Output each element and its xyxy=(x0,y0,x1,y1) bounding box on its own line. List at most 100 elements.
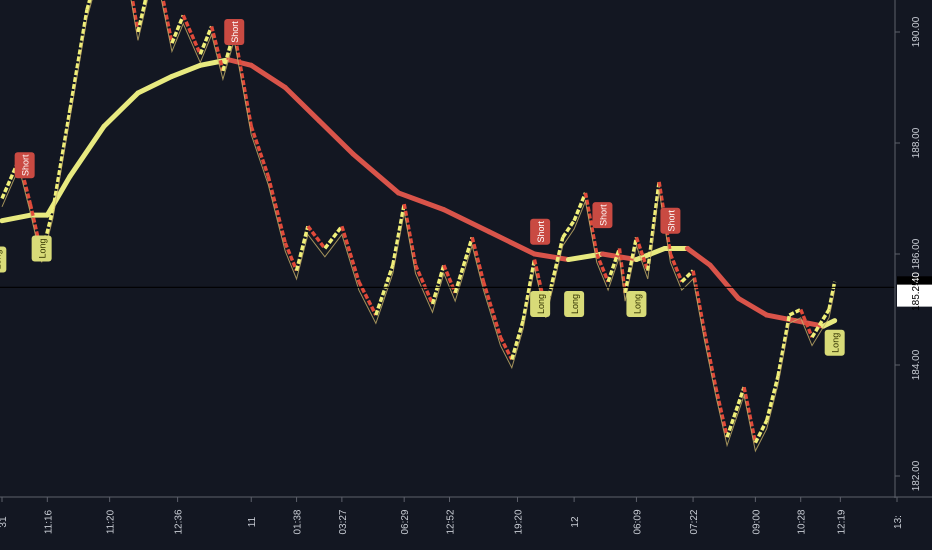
moving-average-segment xyxy=(197,57,232,68)
price-segment xyxy=(232,31,253,127)
signal-layer: Long Long Short Short Short Short Short Long Lon… xyxy=(0,19,845,356)
price-segment xyxy=(130,0,140,33)
price-segment xyxy=(583,192,599,255)
price-segment xyxy=(776,314,792,377)
x-axis-tick-label: 12 xyxy=(570,516,581,528)
price-segment xyxy=(413,264,435,305)
price-segment xyxy=(742,386,758,444)
y-axis-tick-label: 188.00 xyxy=(911,127,922,158)
short-signal-marker[interactable]: Short xyxy=(592,202,613,229)
x-axis-tick-label: 11:16 xyxy=(43,509,54,534)
x-axis-tick-label: 09:00 xyxy=(751,509,762,534)
price-segment xyxy=(442,264,457,294)
x-axis-tick-label: 10:28 xyxy=(797,509,808,534)
price-segment xyxy=(788,307,802,317)
price-layer xyxy=(0,0,895,453)
y-axis-tick-label: 190.00 xyxy=(911,16,922,47)
ma-value-label: 185.25 xyxy=(911,280,922,311)
price-segment xyxy=(595,253,610,283)
moving-average-segment xyxy=(248,62,288,90)
signal-marker-box xyxy=(0,246,7,273)
signal-label: Short xyxy=(666,209,676,231)
price-segment xyxy=(799,308,814,338)
signal-label: Long xyxy=(632,294,642,314)
price-segment xyxy=(374,264,395,316)
price-segment xyxy=(402,203,418,266)
x-axis-tick-label: 01:38 xyxy=(293,509,304,534)
price-segment xyxy=(498,336,514,361)
moving-average-segment xyxy=(486,229,537,257)
price-segment xyxy=(753,419,769,444)
signal-label: Short xyxy=(21,154,31,176)
price-segment xyxy=(249,125,270,177)
price-segment xyxy=(453,236,474,294)
price-segment xyxy=(668,253,684,283)
short-signal-marker[interactable]: Short xyxy=(14,152,35,179)
price-segment xyxy=(810,308,831,339)
y-axis-tick-label: 182.00 xyxy=(911,460,922,491)
moving-average-segment xyxy=(282,85,322,124)
signal-marker-box xyxy=(626,290,647,317)
moving-average-segment xyxy=(707,262,741,301)
short-signal-marker[interactable]: Short xyxy=(660,207,681,234)
short-signal-marker[interactable]: Short xyxy=(530,218,551,245)
price-segment xyxy=(646,181,661,271)
price-segment xyxy=(68,9,89,110)
moving-average-segment xyxy=(101,90,141,129)
price-segment xyxy=(283,242,299,272)
y-axis-tick-label: 186.00 xyxy=(911,238,922,269)
short-signal-marker[interactable]: Short xyxy=(224,19,245,45)
signal-marker-box xyxy=(14,152,35,179)
long-signal-marker[interactable]: Long xyxy=(824,329,845,356)
moving-average-segment xyxy=(441,207,492,235)
signal-label: Short xyxy=(536,221,546,243)
long-signal-marker[interactable]: Long xyxy=(530,290,551,317)
moving-average-segment xyxy=(0,212,33,224)
signal-marker-box xyxy=(31,235,52,262)
ma-value-label-bg xyxy=(897,284,932,307)
moving-average-segment xyxy=(350,151,402,196)
price-segment xyxy=(181,14,202,55)
signal-label: Short xyxy=(598,204,608,226)
moving-average-segment xyxy=(684,245,713,268)
x-axis-tick-label: 03:27 xyxy=(338,509,349,534)
signal-label: Long xyxy=(831,333,841,353)
long-signal-marker[interactable]: Long xyxy=(31,235,52,262)
price-segment xyxy=(323,225,344,250)
x-axis-tick-label: 07:22 xyxy=(689,509,700,534)
x-axis-tick-label: 12:36 xyxy=(174,509,185,534)
x-axis-tick-label: 06:09 xyxy=(632,509,643,534)
long-signal-marker[interactable]: Long xyxy=(0,246,7,273)
signal-marker-box xyxy=(564,290,585,317)
x-axis-tick-label: 19:20 xyxy=(513,509,524,534)
x-axis-tick-label: 06:29 xyxy=(400,509,411,534)
price-segment xyxy=(198,25,214,55)
price-segment xyxy=(606,247,622,283)
price-segment xyxy=(357,280,378,316)
moving-average-segment xyxy=(792,318,826,329)
price-segment xyxy=(161,0,174,44)
x-axis-tick-label: 11 xyxy=(247,516,258,527)
price-segment xyxy=(266,175,287,244)
signal-label: Long xyxy=(570,294,580,314)
signal-marker-box xyxy=(530,290,551,317)
x-axis-tick-label: 12:52 xyxy=(446,509,457,534)
x-axis-tick-label: 12:19 xyxy=(836,509,847,534)
moving-average-segment xyxy=(135,73,175,96)
price-segment xyxy=(725,386,746,438)
price-segment xyxy=(391,203,406,266)
price-segment xyxy=(617,248,627,294)
signal-marker-box xyxy=(824,329,845,356)
x-axis-tick-label: 31 xyxy=(0,516,9,528)
signal-label: Long xyxy=(38,238,48,258)
y-axis-tick-label: 184.00 xyxy=(911,349,922,380)
long-signal-marker[interactable]: Long xyxy=(564,290,585,317)
long-signal-marker[interactable]: Long xyxy=(626,290,647,317)
moving-average-segment xyxy=(44,173,73,218)
price-segment xyxy=(481,281,503,338)
signal-label: Long xyxy=(0,250,2,270)
price-segment xyxy=(702,331,718,388)
price-segment xyxy=(623,236,639,294)
